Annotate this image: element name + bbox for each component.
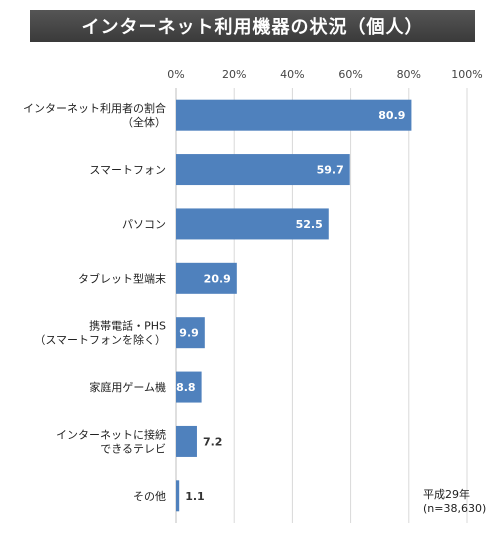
bar bbox=[176, 208, 329, 240]
data-label: 20.9 bbox=[204, 272, 231, 285]
x-tick-label: 80% bbox=[397, 68, 421, 81]
sample-size: (n=38,630) bbox=[423, 502, 487, 515]
data-label: 9.9 bbox=[179, 327, 199, 340]
x-tick-label: 40% bbox=[280, 68, 304, 81]
category-label: その他 bbox=[133, 490, 166, 503]
x-tick-label: 0% bbox=[167, 68, 184, 81]
data-label: 1.1 bbox=[185, 490, 205, 503]
category-label: 家庭用ゲーム機 bbox=[89, 380, 166, 394]
bar bbox=[176, 425, 197, 457]
survey-year: 平成29年 bbox=[423, 488, 470, 501]
bar bbox=[176, 317, 205, 349]
category-label: 携帯電話・PHS （スマートフォンを除く） bbox=[34, 319, 166, 347]
category-label: タブレット型端末 bbox=[78, 271, 166, 285]
category-label: インターネット利用者の割合（全体） bbox=[23, 101, 166, 129]
x-tick-label: 60% bbox=[338, 68, 362, 81]
data-label: 80.9 bbox=[378, 109, 405, 122]
data-label: 52.5 bbox=[296, 218, 323, 231]
bar bbox=[176, 99, 412, 131]
bar bbox=[176, 154, 350, 186]
chart-title-banner: インターネット利用機器の状況（個人） bbox=[30, 10, 475, 42]
category-label: スマートフォン bbox=[89, 164, 166, 177]
bar bbox=[176, 262, 237, 294]
data-label: 59.7 bbox=[317, 164, 344, 177]
x-tick-label: 100% bbox=[451, 68, 482, 81]
data-label: 8.8 bbox=[176, 381, 196, 394]
data-label: 7.2 bbox=[203, 435, 223, 448]
x-tick-label: 20% bbox=[222, 68, 246, 81]
category-label: パソコン bbox=[122, 218, 166, 231]
survey-note: 平成29年 (n=38,630) bbox=[423, 488, 486, 516]
bar bbox=[176, 371, 202, 403]
bar bbox=[176, 480, 180, 512]
chart-title: インターネット利用機器の状況（個人） bbox=[81, 17, 424, 38]
category-label: インターネットに接続できるテレビ bbox=[56, 427, 166, 455]
